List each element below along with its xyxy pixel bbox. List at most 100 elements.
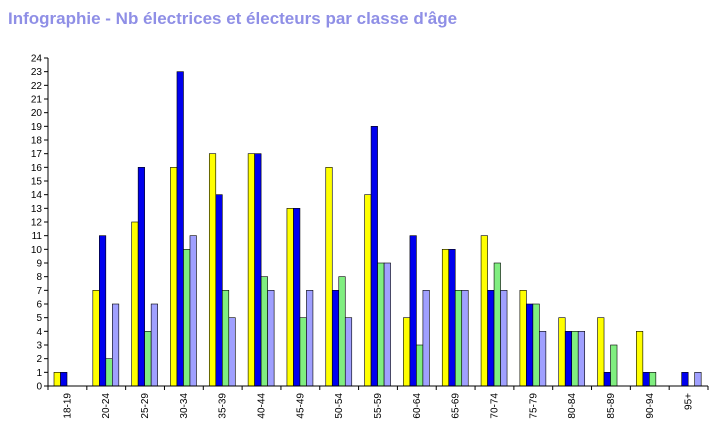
bar-75-79-s4 (539, 331, 547, 387)
x-tick-label: 85-89 (606, 393, 617, 419)
bar-75-79-s3 (532, 303, 540, 387)
x-tick-label: 60-64 (412, 393, 423, 419)
bar-40-44-s3 (260, 276, 268, 387)
bar-75-79-s2 (526, 303, 534, 387)
bar-90-94-s3 (649, 372, 657, 387)
bar-85-89-s3 (610, 344, 618, 387)
bar-40-44-s4 (267, 290, 275, 387)
bar-50-54-s2 (331, 290, 340, 387)
y-tick-label: 7 (36, 286, 42, 297)
bar-45-49-s1 (286, 208, 294, 387)
bar-65-69-s2 (448, 249, 456, 387)
bar-35-39-s3 (221, 290, 230, 387)
bar-35-39-s2 (215, 194, 223, 387)
bar-60-64-s4 (422, 290, 430, 387)
y-tick-label: 24 (31, 54, 43, 65)
y-tick-label: 10 (31, 245, 43, 256)
chart-title: Infographie - Nb électrices et électeurs… (8, 9, 458, 28)
x-tick-label: 45-49 (295, 393, 306, 419)
bar-20-24-s1 (92, 290, 100, 387)
bar-90-94-s1 (636, 331, 644, 387)
bar-45-49-s4 (306, 290, 314, 387)
y-tick-label: 0 (36, 382, 42, 393)
bar-20-24-s2 (99, 235, 107, 387)
bar-55-59-s3 (377, 262, 385, 387)
bar-35-39-s1 (208, 153, 217, 387)
bar-60-64-s2 (409, 235, 417, 387)
bar-40-44-s1 (247, 153, 255, 387)
bar-40-44-s2 (254, 153, 262, 387)
bar-80-84-s4 (577, 331, 586, 387)
y-tick-label: 23 (31, 67, 43, 78)
bar-50-54-s3 (338, 276, 346, 387)
y-tick-label: 12 (31, 218, 43, 229)
y-tick-label: 4 (36, 327, 42, 338)
bar-45-49-s2 (293, 208, 301, 387)
y-tick-label: 5 (36, 313, 42, 324)
bar-25-29-s1 (131, 221, 139, 387)
bar-25-29-s2 (137, 167, 145, 387)
y-tick-label: 9 (36, 259, 42, 270)
bar-65-69-s3 (454, 290, 463, 387)
y-tick-label: 13 (31, 204, 43, 215)
y-tick-label: 15 (31, 177, 43, 188)
bar-75-79-s1 (519, 290, 527, 387)
bar-95+-s4 (694, 372, 702, 387)
y-tick-label: 6 (36, 300, 42, 311)
bar-20-24-s4 (112, 303, 120, 387)
x-tick-label: 20-24 (101, 393, 112, 419)
bar-55-59-s4 (383, 262, 391, 387)
x-tick-label: 40-44 (257, 393, 268, 419)
bar-70-74-s3 (493, 262, 501, 387)
x-tick-label: 90-94 (645, 393, 656, 419)
bar-65-69-s4 (461, 290, 469, 387)
x-tick-label: 95+ (684, 393, 695, 410)
bar-95+-s2 (681, 372, 689, 387)
bar-50-54-s1 (325, 167, 333, 387)
bar-35-39-s4 (228, 317, 236, 387)
x-tick-label: 50-54 (334, 393, 345, 419)
bar-25-29-s3 (144, 331, 152, 387)
bar-85-89-s2 (603, 372, 611, 387)
y-tick-label: 3 (36, 341, 42, 352)
y-tick-label: 18 (31, 136, 43, 147)
bar-55-59-s1 (364, 194, 372, 387)
bar-30-34-s1 (170, 167, 178, 387)
y-tick-label: 2 (36, 354, 42, 365)
y-tick-label: 8 (36, 272, 42, 283)
bar-30-34-s4 (189, 235, 197, 387)
bar-50-54-s4 (344, 317, 353, 387)
y-tick-label: 16 (31, 163, 43, 174)
bar-60-64-s3 (416, 344, 424, 387)
x-tick-label: 30-34 (179, 393, 190, 419)
x-tick-label: 25-29 (140, 393, 151, 419)
x-tick-label: 70-74 (489, 393, 500, 419)
bar-45-49-s3 (299, 317, 307, 387)
x-tick-label: 55-59 (373, 393, 384, 419)
bar-30-34-s2 (176, 71, 184, 387)
bar-20-24-s3 (105, 358, 113, 387)
x-tick-label: 80-84 (567, 393, 578, 419)
bar-25-29-s4 (150, 303, 158, 387)
bar-85-89-s1 (597, 317, 605, 387)
y-tick-label: 14 (31, 190, 43, 201)
y-tick-label: 21 (31, 95, 43, 106)
bar-18-19-s1 (53, 372, 61, 387)
bar-70-74-s2 (487, 290, 495, 387)
y-tick-label: 11 (32, 231, 43, 242)
y-tick-label: 19 (31, 122, 43, 133)
x-tick-label: 75-79 (528, 393, 539, 419)
y-tick-label: 17 (31, 149, 43, 160)
bar-65-69-s1 (441, 249, 450, 387)
x-tick-label: 18-19 (62, 393, 73, 419)
bar-60-64-s1 (403, 317, 411, 387)
bar-30-34-s3 (183, 249, 191, 387)
bar-70-74-s4 (500, 290, 508, 387)
y-tick-label: 1 (36, 368, 42, 379)
x-tick-label: 35-39 (218, 393, 229, 419)
y-tick-label: 20 (31, 108, 43, 119)
bar-55-59-s2 (370, 126, 378, 387)
y-tick-label: 22 (31, 81, 43, 92)
bar-70-74-s1 (480, 235, 488, 387)
